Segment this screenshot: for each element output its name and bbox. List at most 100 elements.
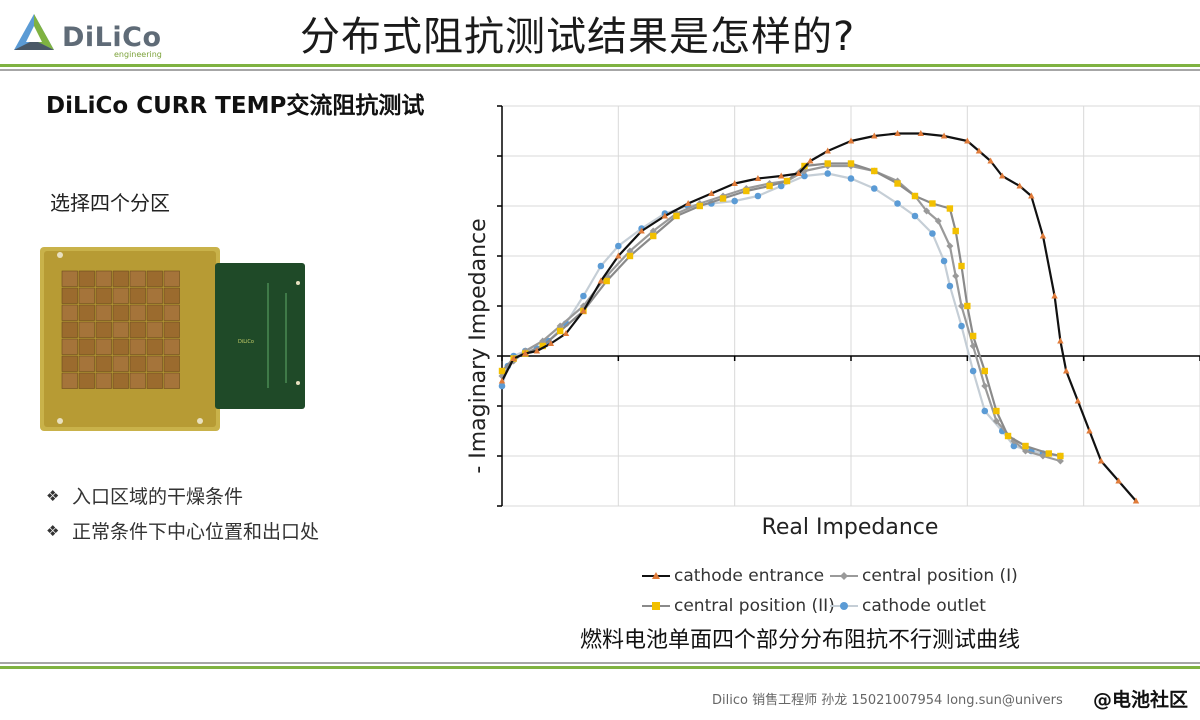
data-point <box>964 137 971 144</box>
data-point <box>547 340 555 346</box>
bullet-text: 入口区域的干燥条件 <box>72 486 244 508</box>
legend-label: central position (I) <box>862 566 1018 586</box>
data-point <box>911 192 919 200</box>
data-point <box>929 200 936 207</box>
data-point <box>847 175 855 182</box>
data-point <box>958 322 965 330</box>
legend-swatch <box>642 602 670 610</box>
logo-mark-icon <box>14 14 54 50</box>
data-point <box>1056 457 1064 465</box>
bullet-text: 正常条件下中心位置和出口处 <box>72 521 320 543</box>
legend-label: cathode outlet <box>862 596 986 616</box>
data-point <box>1045 450 1052 457</box>
board-label: DiLiCo <box>238 339 254 345</box>
legend-label: central position (II) <box>674 596 835 616</box>
bullet-item: ❖ 正常条件下中心位置和出口处 <box>46 513 319 548</box>
header-rule-gray <box>0 69 1200 71</box>
data-point <box>894 200 901 207</box>
data-point <box>917 130 924 136</box>
data-point <box>556 327 564 335</box>
data-point <box>871 132 878 139</box>
footer-contact: Dilico 销售工程师 孙龙 15021007954 long.sun@uni… <box>712 693 1063 708</box>
y-axis-ticks <box>497 105 1200 507</box>
legend-label: cathode entrance <box>674 566 825 586</box>
data-point <box>1028 192 1035 199</box>
data-point <box>597 277 605 284</box>
data-point <box>708 190 715 196</box>
data-point <box>603 277 610 285</box>
series-cathode-outlet <box>498 170 1064 460</box>
data-point <box>684 200 692 206</box>
legend-item-central-position-ii: central position (II) <box>640 594 835 618</box>
data-point <box>696 202 703 210</box>
data-point <box>1039 232 1047 239</box>
data-point <box>783 177 791 185</box>
data-point <box>1010 442 1018 450</box>
data-point <box>999 172 1006 179</box>
data-point <box>1016 182 1023 189</box>
data-point <box>929 230 936 237</box>
data-point <box>498 382 506 390</box>
data-point <box>981 382 989 390</box>
data-point <box>894 180 901 187</box>
data-point <box>539 342 546 350</box>
data-point <box>615 252 622 259</box>
data-point <box>579 302 587 310</box>
chart-caption: 燃料电池单面四个部分分布阻抗不行测试曲线 <box>580 628 1021 653</box>
data-point <box>522 350 529 356</box>
data-point <box>754 175 762 181</box>
data-point <box>1039 452 1047 460</box>
data-point <box>952 272 960 280</box>
data-point <box>638 227 645 234</box>
data-point <box>556 322 564 330</box>
data-point <box>993 407 1000 415</box>
data-point <box>946 282 954 290</box>
data-point <box>1115 477 1122 484</box>
impedance-chart: Real Impedance - Imaginary Impedance <box>466 105 1200 540</box>
data-point <box>754 192 762 200</box>
data-point <box>940 132 948 139</box>
data-point <box>731 197 738 205</box>
data-point <box>952 227 959 235</box>
diamond-bullet-icon: ❖ <box>46 486 60 505</box>
y-axis-label: - Imaginary Impedance <box>466 218 491 473</box>
page-title: 分布式阻抗测试结果是怎样的? <box>300 14 856 60</box>
data-point <box>847 160 855 167</box>
footer-rule-gray <box>0 662 1200 664</box>
data-point <box>777 182 785 190</box>
legend-item-cathode-entrance: cathode entrance <box>640 564 824 588</box>
data-point <box>650 232 657 240</box>
data-point <box>969 367 977 375</box>
bullet-item: ❖ 入口区域的干燥条件 <box>46 478 319 513</box>
data-point <box>870 185 878 192</box>
data-point <box>649 227 657 235</box>
data-point <box>940 257 948 265</box>
data-point <box>580 307 587 314</box>
data-point <box>673 212 680 220</box>
data-point <box>981 367 988 375</box>
data-point <box>510 355 517 361</box>
dilico-logo: DiLiCo engineering <box>10 10 162 62</box>
data-point <box>987 157 994 164</box>
data-point <box>1057 337 1064 344</box>
data-point <box>597 262 605 270</box>
data-point <box>743 187 750 195</box>
data-point <box>719 195 727 202</box>
legend-swatch <box>642 572 670 579</box>
zone-label: 选择四个分区 <box>50 191 170 215</box>
data-point <box>498 367 506 375</box>
data-point <box>1086 427 1093 434</box>
data-point <box>807 157 814 164</box>
legend-swatch <box>830 572 858 580</box>
data-point <box>661 212 669 219</box>
data-point <box>626 247 634 255</box>
data-point <box>1022 442 1029 450</box>
data-point <box>1097 457 1105 464</box>
data-point <box>615 242 622 250</box>
data-point <box>934 217 942 225</box>
data-point <box>626 252 634 260</box>
data-point <box>1051 292 1058 299</box>
data-point <box>958 302 966 310</box>
data-point <box>981 407 989 415</box>
data-point <box>539 337 547 345</box>
